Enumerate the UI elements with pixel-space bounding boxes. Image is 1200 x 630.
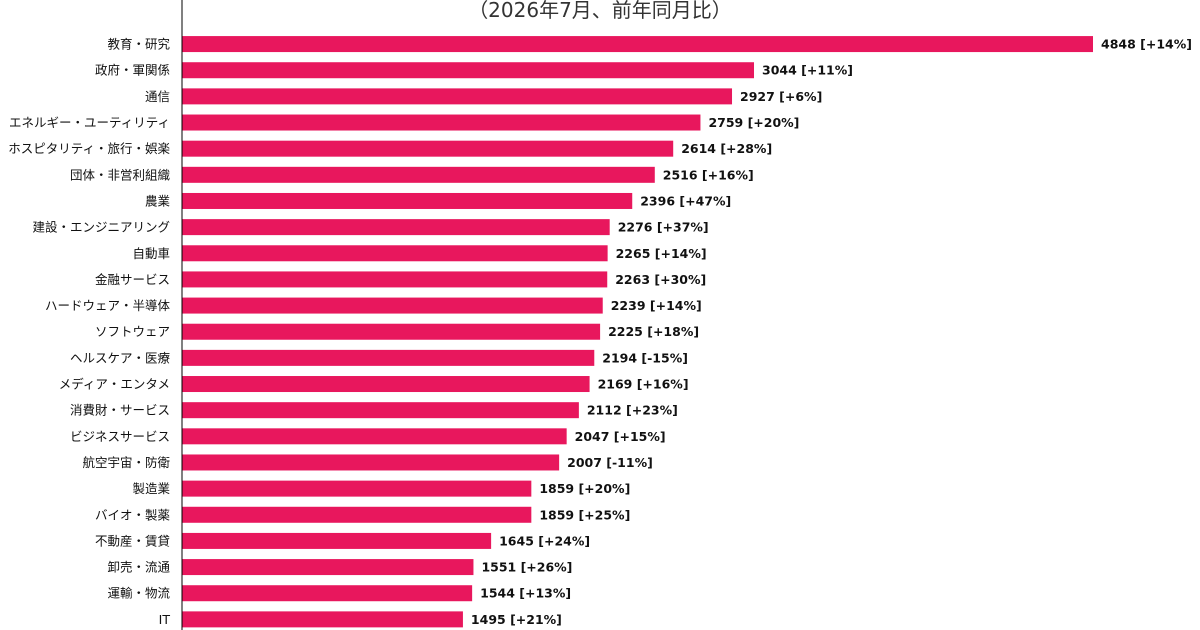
- category-label: 製造業: [132, 481, 170, 496]
- category-labels-group: 教育・研究政府・軍関係通信エネルギー・ユーティリティホスピタリティ・旅行・娯楽団…: [8, 37, 170, 627]
- bar-2: [182, 88, 733, 105]
- value-label: 2194 [-15%]: [602, 350, 688, 365]
- bars-group: [182, 36, 1093, 628]
- bar-5: [182, 166, 655, 183]
- bar-17: [182, 480, 532, 497]
- value-label: 1551 [+26%]: [481, 560, 572, 575]
- value-label: 2007 [-11%]: [567, 455, 653, 470]
- value-label: 1859 [+25%]: [539, 507, 630, 522]
- value-label: 2263 [+30%]: [615, 272, 706, 287]
- bar-11: [182, 323, 601, 340]
- category-label: バイオ・製薬: [95, 507, 171, 522]
- bar-9: [182, 271, 608, 288]
- category-label: ハードウェア・半導体: [45, 298, 171, 313]
- category-label: ソフトウェア: [95, 324, 170, 339]
- category-label: 政府・軍関係: [95, 63, 170, 78]
- category-label: 団体・非営利組織: [70, 167, 171, 182]
- bar-20: [182, 559, 474, 576]
- bar-10: [182, 297, 603, 314]
- value-label: 2759 [+20%]: [708, 115, 799, 130]
- bar-7: [182, 219, 610, 236]
- value-label: 2265 [+14%]: [616, 246, 707, 261]
- category-label: 農業: [145, 193, 171, 208]
- bar-21: [182, 585, 473, 602]
- value-label: 4848 [+14%]: [1101, 37, 1192, 52]
- bar-8: [182, 245, 608, 262]
- bar-18: [182, 506, 532, 523]
- category-label: 教育・研究: [107, 37, 170, 52]
- value-label: 1495 [+21%]: [471, 612, 562, 627]
- bar-19: [182, 532, 492, 549]
- value-label: 1859 [+20%]: [539, 481, 630, 496]
- category-label: 運輸・物流: [107, 586, 170, 601]
- bar-14: [182, 402, 579, 419]
- value-label: 2396 [+47%]: [640, 193, 731, 208]
- category-label: 消費財・サービス: [70, 403, 170, 418]
- value-label: 1544 [+13%]: [480, 586, 571, 601]
- category-label: 自動車: [132, 246, 170, 261]
- bar-6: [182, 192, 633, 209]
- value-label: 2516 [+16%]: [663, 167, 754, 182]
- value-label: 2239 [+14%]: [611, 298, 702, 313]
- category-label: ヘルスケア・医療: [70, 350, 171, 365]
- value-label: 2112 [+23%]: [587, 403, 678, 418]
- bar-0: [182, 36, 1093, 53]
- category-label: ビジネスサービス: [70, 429, 170, 444]
- bar-13: [182, 376, 590, 393]
- value-label: 2276 [+37%]: [618, 220, 709, 235]
- bar-15: [182, 428, 567, 445]
- category-label: 卸売・流通: [107, 560, 170, 575]
- category-label: ホスピタリティ・旅行・娯楽: [8, 141, 170, 156]
- bar-16: [182, 454, 560, 471]
- bar-3: [182, 114, 701, 131]
- bar-22: [182, 611, 463, 628]
- category-label: 不動産・賃貸: [95, 533, 170, 548]
- bar-4: [182, 140, 674, 157]
- value-label: 2614 [+28%]: [681, 141, 772, 156]
- value-label: 3044 [+11%]: [762, 63, 853, 78]
- value-label: 2047 [+15%]: [575, 429, 666, 444]
- value-label: 2225 [+18%]: [608, 324, 699, 339]
- bar-12: [182, 349, 595, 366]
- category-label: IT: [159, 612, 171, 627]
- category-label: 航空宇宙・防衛: [82, 455, 170, 470]
- category-label: エネルギー・ユーティリティ: [9, 115, 170, 130]
- value-label: 2169 [+16%]: [598, 377, 689, 392]
- category-label: 金融サービス: [95, 272, 170, 287]
- bar-1: [182, 62, 755, 79]
- category-label: メディア・エンタメ: [59, 377, 170, 392]
- value-labels-group: 4848 [+14%] 3044 [+11%] 2927 [+6%] 2759 [+2…: [471, 37, 1192, 627]
- value-label: 1645 [+24%]: [499, 533, 590, 548]
- value-label: 2927 [+6%]: [740, 89, 822, 104]
- chart-subtitle: （2026年7月、前年同月比）: [468, 0, 732, 22]
- category-label: 建設・エンジニアリング: [32, 220, 170, 235]
- category-label: 通信: [145, 89, 170, 104]
